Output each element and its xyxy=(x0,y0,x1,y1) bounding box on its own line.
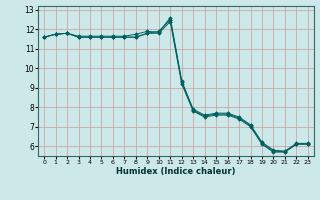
X-axis label: Humidex (Indice chaleur): Humidex (Indice chaleur) xyxy=(116,167,236,176)
